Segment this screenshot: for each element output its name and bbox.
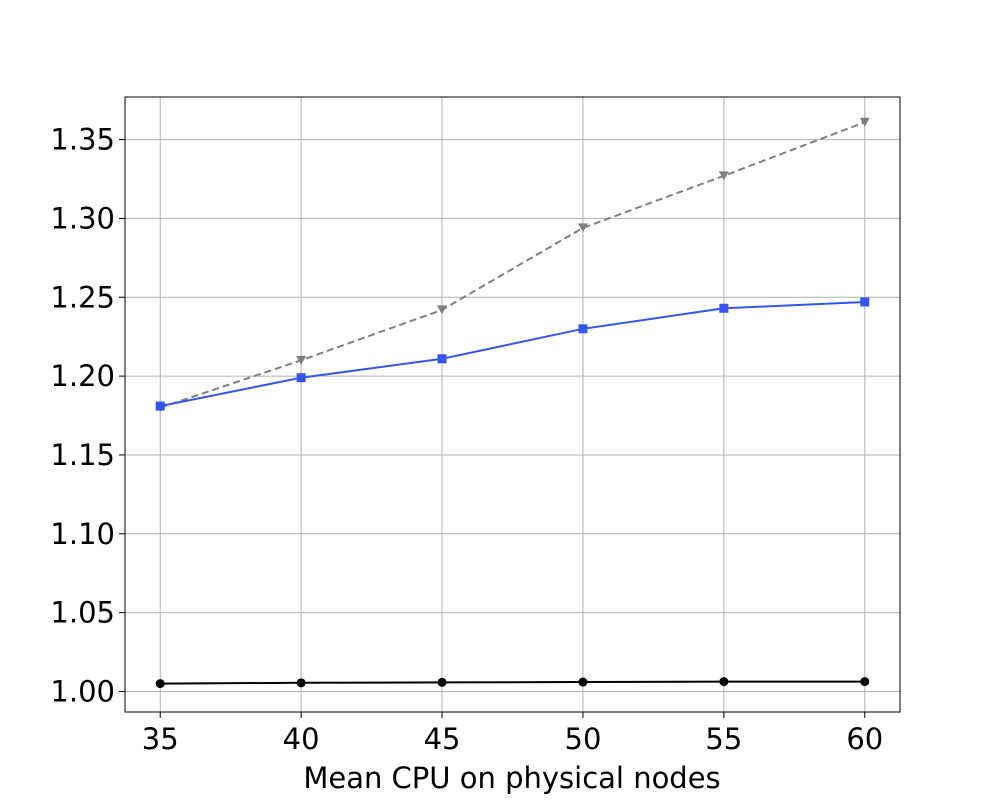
data-point-triangle bbox=[859, 117, 870, 127]
x-tick-label: 55 bbox=[705, 722, 742, 756]
data-point-square bbox=[296, 373, 306, 383]
plot-frame bbox=[124, 96, 901, 713]
series-line bbox=[160, 680, 865, 685]
data-point-triangle bbox=[437, 305, 448, 315]
data-point-triangle bbox=[577, 223, 588, 233]
data-point-square bbox=[860, 297, 870, 307]
data-point-circle bbox=[578, 677, 588, 687]
data-point-circle bbox=[155, 679, 165, 689]
series-line bbox=[159, 121, 866, 409]
series-group bbox=[155, 117, 870, 689]
data-point-circle bbox=[437, 677, 447, 687]
data-point-square bbox=[719, 303, 729, 313]
series-line bbox=[160, 301, 865, 408]
data-point-circle bbox=[860, 677, 870, 687]
y-tick-label: 1.15 bbox=[50, 438, 115, 472]
data-point-square bbox=[578, 324, 588, 334]
tick-labels: 35 40 45 50 55 60 1.00 1.05 1.10 1.15 1.20 1.25 1.30… bbox=[50, 123, 883, 756]
x-axis-title: Mean CPU on physical nodes bbox=[303, 761, 720, 795]
series-1 bbox=[155, 117, 870, 413]
data-point-circle bbox=[719, 677, 729, 687]
series-2 bbox=[155, 297, 870, 411]
x-tick-label: 50 bbox=[565, 722, 602, 756]
data-point-square bbox=[437, 354, 447, 364]
x-tick-label: 40 bbox=[283, 722, 320, 756]
y-tick-label: 1.00 bbox=[50, 675, 115, 709]
x-tick-label: 45 bbox=[424, 722, 461, 756]
data-point-circle bbox=[296, 678, 306, 688]
x-tick-label: 60 bbox=[846, 722, 883, 756]
y-tick-label: 1.05 bbox=[50, 596, 115, 630]
y-tick-label: 1.30 bbox=[50, 201, 115, 235]
y-tick-label: 1.10 bbox=[50, 517, 115, 551]
y-tick-label: 1.20 bbox=[50, 359, 115, 393]
axes bbox=[119, 96, 901, 718]
series-3 bbox=[155, 677, 870, 689]
data-point-triangle bbox=[296, 355, 307, 365]
y-tick-label: 1.35 bbox=[50, 123, 115, 157]
data-point-square bbox=[155, 401, 165, 411]
y-tick-label: 1.25 bbox=[50, 280, 115, 314]
x-tick-label: 35 bbox=[142, 722, 179, 756]
data-point-triangle bbox=[718, 171, 729, 181]
grid bbox=[125, 97, 900, 712]
